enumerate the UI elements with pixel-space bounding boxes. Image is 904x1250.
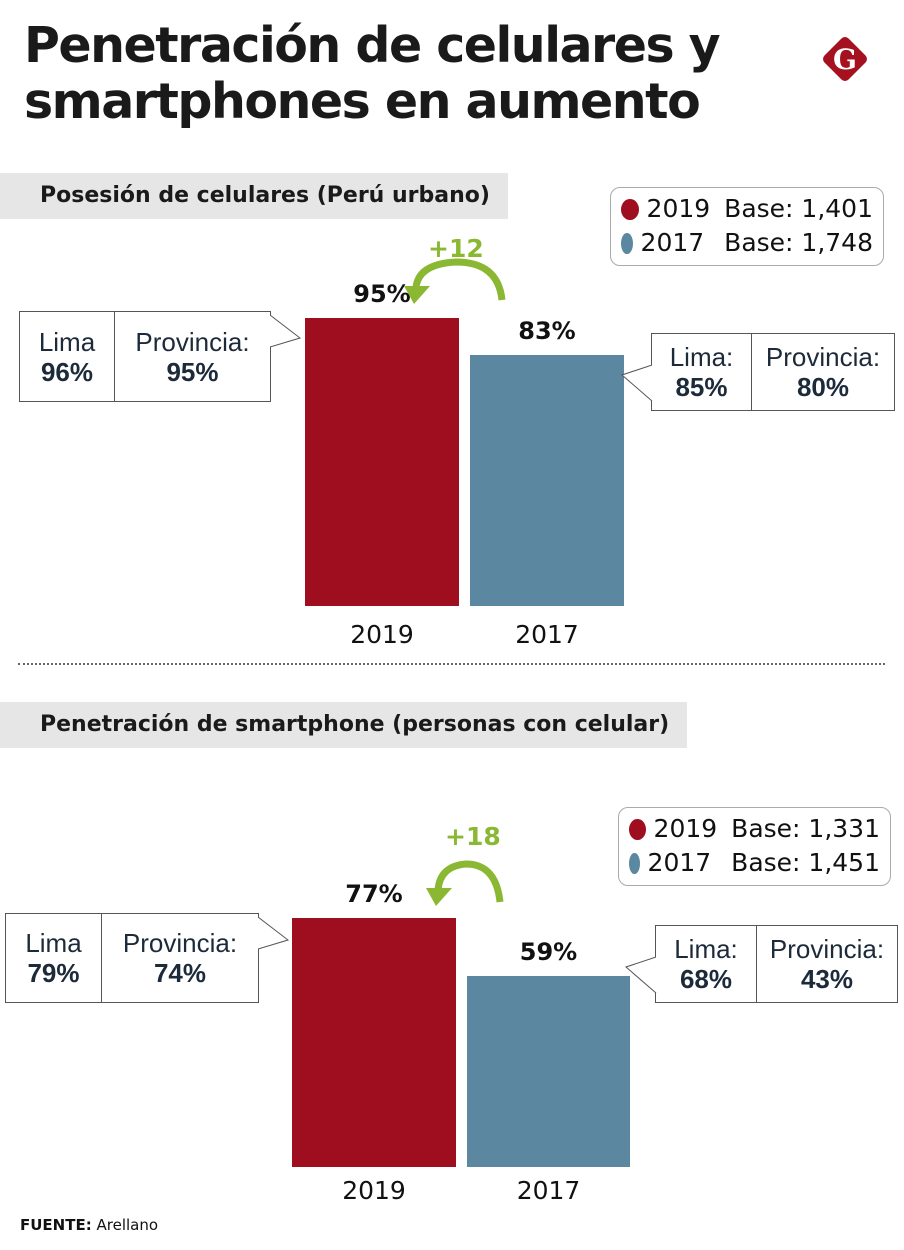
svg-text:G: G [833,43,857,76]
source-note: FUENTE: Arellano [20,1216,158,1234]
bar-2017 [470,354,624,606]
legend-item-2017: 2017 Base: 1,451 [629,846,880,880]
lima-label: Lima [25,928,82,958]
legend-item-2017: 2017 Base: 1,748 [621,226,873,260]
legend-dot-2019 [621,198,639,220]
legend-item-2019: 2019 Base: 1,331 [629,812,880,846]
delta-label: +18 [445,822,501,851]
legend-dot-2019 [629,818,646,840]
source-value: Arellano [96,1216,159,1234]
lima-cell: Lima: 68% [656,926,756,1002]
legend-year: 2017 [640,228,705,257]
lima-value: 79% [27,958,80,988]
lima-cell: Lima 79% [6,914,101,1002]
provincia-value: 43% [800,964,854,994]
callout-pointer [258,916,290,950]
provincia-cell: Provincia: 74% [101,914,258,1002]
category-label-2017: 2017 [515,620,579,649]
legend-year: 2019 [653,814,718,843]
lima-label: Lima [38,326,96,357]
category-label-2019: 2019 [350,620,414,649]
legend-base: Base: 1,748 [724,228,873,257]
value-label-2019: 77% [345,880,403,909]
bar-2019 [305,318,459,606]
chart-2-legend: 2019 Base: 1,331 2017 Base: 1,451 [618,807,891,886]
source-label: FUENTE: [20,1216,92,1234]
chart-1-legend: 2019 Base: 1,401 2017 Base: 1,748 [610,187,884,266]
breakdown-callout-2019: Lima 96% Provincia: 95% [19,311,271,402]
lima-label: Lima: [674,934,738,964]
callout-pointer [270,314,302,348]
provincia-label: Provincia: [135,326,250,357]
bar-2017 [467,976,630,1167]
legend-year: 2019 [646,194,711,223]
lima-value: 96% [40,356,94,387]
breakdown-callout-2017: Lima: 85% Provincia: 80% [651,333,895,411]
title-line-1: Penetración de celulares y [24,17,721,74]
bar-2019 [292,918,456,1167]
category-label-2017: 2017 [516,1176,581,1205]
provincia-label: Provincia: [769,934,885,964]
provincia-cell: Provincia: 95% [114,312,270,401]
legend-base: Base: 1,451 [731,848,880,877]
lima-value: 85% [675,372,728,402]
callout-pointer [621,365,653,402]
provincia-value: 95% [166,356,219,387]
legend-year: 2017 [647,848,712,877]
breakdown-callout-2017: Lima: 68% Provincia: 43% [655,925,898,1003]
legend-base: Base: 1,331 [731,814,880,843]
value-label-2017: 59% [519,938,578,967]
lima-label: Lima: [669,342,734,372]
provincia-cell: Provincia: 80% [751,334,894,410]
logo-icon: G [823,37,867,81]
title-line-2: smartphones en aumento [24,73,701,130]
delta-label: +12 [428,234,484,263]
provincia-label: Provincia: [765,342,881,372]
value-label-2017: 83% [518,316,576,345]
provincia-cell: Provincia: 43% [756,926,897,1002]
lima-cell: Lima: 85% [652,334,751,410]
chart-2-title: Penetración de smartphone (personas con … [0,702,688,748]
legend-dot-2017 [621,232,633,254]
legend-dot-2017 [629,852,640,874]
lima-value: 68% [679,964,733,994]
page-title: Penetración de celulares y smartphones e… [24,17,721,130]
legend-item-2019: 2019 Base: 1,401 [621,192,873,226]
breakdown-callout-2019: Lima 79% Provincia: 74% [5,913,259,1003]
section-divider [18,663,885,665]
value-label-2019: 95% [353,280,411,309]
legend-base: Base: 1,401 [724,194,873,223]
provincia-value: 80% [796,372,850,402]
callout-pointer [625,957,657,994]
lima-cell: Lima 96% [20,312,114,401]
provincia-label: Provincia: [122,928,238,958]
chart-1-title: Posesión de celulares (Perú urbano) [0,173,508,219]
category-label-2019: 2019 [342,1176,406,1205]
provincia-value: 74% [153,958,207,988]
